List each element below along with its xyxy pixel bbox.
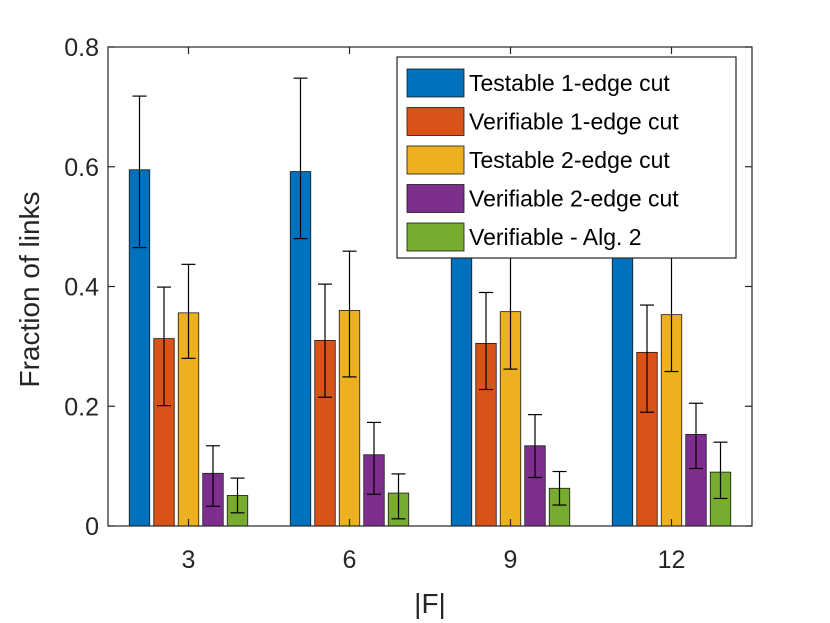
legend: Testable 1-edge cut Verifiable 1-edge cut… xyxy=(396,56,737,259)
y-tick-label: 0.6 xyxy=(64,154,99,182)
error-bar-series5-cat-12 xyxy=(713,441,728,500)
x-tick-label: 9 xyxy=(504,546,518,574)
y-tick-labels: 0 0.2 0.4 0.6 0.8 xyxy=(64,34,99,541)
y-tick-label: 0.8 xyxy=(64,34,99,62)
legend-swatch-5 xyxy=(406,222,465,252)
error-bar-series2-cat-6 xyxy=(318,283,332,398)
x-tick-labels: 3 6 9 12 xyxy=(182,546,686,574)
x-tick-label: 3 xyxy=(182,546,196,574)
error-bar-series5-cat-3 xyxy=(230,477,245,514)
x-tick-label: 6 xyxy=(343,546,357,574)
error-bar-series4-cat-3 xyxy=(206,445,220,507)
error-bar-series5-cat-9 xyxy=(552,470,567,506)
axis-ticks xyxy=(108,46,752,527)
legend-label-5: Verifiable - Alg. 2 xyxy=(469,224,642,250)
error-bar-series3-cat-3 xyxy=(181,263,196,359)
legend-label-3: Testable 2-edge cut xyxy=(469,147,670,173)
legend-label-1: Testable 1-edge cut xyxy=(469,70,670,96)
bars-layer xyxy=(128,169,732,527)
y-tick-label: 0.4 xyxy=(64,274,99,302)
x-tick-label: 12 xyxy=(658,546,686,574)
x-axis-title: |F| xyxy=(414,588,446,619)
error-bar-series2-cat-12 xyxy=(640,304,654,413)
error-bar-series4-cat-9 xyxy=(528,414,542,479)
legend-label-4: Verifiable 2-edge cut xyxy=(469,186,679,212)
y-axis-title: Fraction of links xyxy=(14,191,45,387)
legend-label-2: Verifiable 1-edge cut xyxy=(469,109,679,135)
error-bar-series2-cat-3 xyxy=(157,286,171,407)
legend-swatch-4 xyxy=(406,184,465,213)
y-tick-label: 0.2 xyxy=(64,393,99,421)
legend-swatch-2 xyxy=(406,107,465,136)
legend-swatch-1 xyxy=(406,68,465,98)
errorbars-layer xyxy=(132,77,728,520)
y-tick-label: 0 xyxy=(85,513,99,541)
error-bar-series4-cat-12 xyxy=(689,402,703,470)
error-bar-series3-cat-6 xyxy=(342,250,357,378)
legend-swatch-3 xyxy=(406,145,465,175)
error-bar-series1-cat-6 xyxy=(293,77,308,240)
error-bar-series2-cat-9 xyxy=(479,291,493,391)
error-bar-series4-cat-6 xyxy=(367,421,381,495)
error-bar-series1-cat-3 xyxy=(132,95,147,249)
error-bar-series5-cat-6 xyxy=(391,473,406,520)
